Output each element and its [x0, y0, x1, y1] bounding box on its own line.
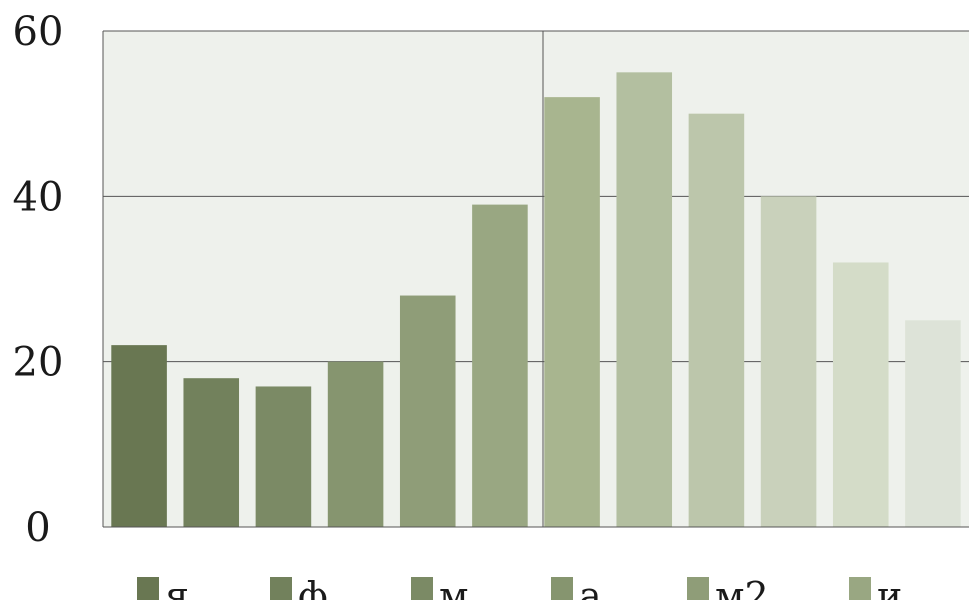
bar-4 [327, 361, 384, 527]
bar-11 [832, 262, 889, 527]
legend-label-6: и [877, 574, 902, 600]
bars [111, 72, 961, 528]
legend-label-4: а [579, 574, 602, 600]
axes [102, 31, 969, 528]
legend-swatch-4 [551, 577, 573, 600]
bar-5 [399, 295, 456, 527]
bar-7 [544, 97, 600, 527]
legend-label-2: ф [298, 574, 328, 600]
legend-label-3: м [439, 574, 469, 600]
y-tick-label-60: 60 [13, 9, 64, 55]
legend-label-5: м2 [715, 574, 769, 600]
bar-2 [183, 378, 240, 527]
bar-12 [905, 320, 961, 527]
y-tick-label-0: 0 [25, 505, 50, 551]
bar-1 [111, 345, 167, 527]
bar-6 [472, 204, 528, 527]
legend-swatch-2 [270, 577, 292, 600]
bar-8 [616, 72, 673, 527]
y-tick-label-40: 40 [13, 174, 64, 220]
legend-swatch-1 [137, 577, 159, 600]
bar-10 [760, 196, 817, 528]
legend: я ф м а м2 и [137, 574, 902, 600]
plot-background [103, 31, 969, 527]
y-tick-label-20: 20 [13, 340, 64, 386]
gridlines [103, 30, 969, 527]
bar-3 [255, 386, 312, 527]
y-tick-labels: 0 20 40 60 [13, 9, 64, 551]
plot-area [103, 31, 969, 527]
legend-swatch-3 [411, 577, 433, 600]
legend-swatch-6 [849, 577, 871, 600]
bar-9 [688, 113, 745, 528]
legend-label-1: я [165, 574, 189, 600]
legend-swatch-5 [687, 577, 709, 600]
